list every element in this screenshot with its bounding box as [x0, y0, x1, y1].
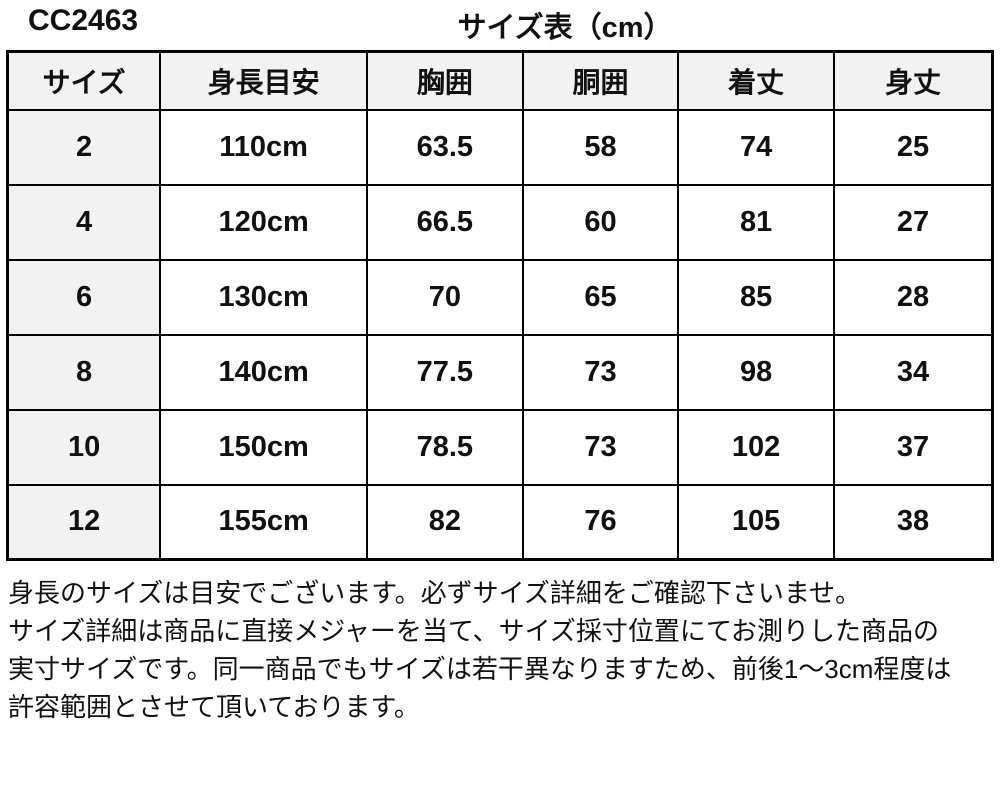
table-cell: 60	[521, 183, 680, 261]
note-line: 実寸サイズです。同一商品でもサイズは若干異なりますため、前後1〜3cm程度は	[8, 654, 952, 684]
column-header-waist: 胴囲	[521, 50, 680, 111]
size-cell: 4	[6, 183, 162, 261]
note-line: 身長のサイズは目安でございます。必ずサイズ詳細をご確認下さいませ。	[8, 578, 862, 608]
column-header-body-length: 身丈	[832, 50, 994, 111]
size-cell: 12	[6, 483, 162, 561]
table-cell: 155cm	[159, 483, 369, 561]
column-header-size: サイズ	[6, 50, 162, 111]
table-cell: 58	[521, 108, 680, 186]
table-cell: 63.5	[366, 108, 524, 186]
table-cell: 150cm	[159, 408, 369, 486]
size-cell: 6	[6, 258, 162, 336]
size-table: サイズ 身長目安 胸囲 胴囲 着丈 身丈 2 110cm 63.5 58 74 …	[6, 50, 994, 561]
table-cell: 85	[677, 258, 835, 336]
table-cell: 65	[521, 258, 680, 336]
table-cell: 98	[677, 333, 835, 411]
table-cell: 34	[832, 333, 994, 411]
table-cell: 120cm	[159, 183, 369, 261]
table-cell: 27	[832, 183, 994, 261]
note-line: 許容範囲とさせて頂いております。	[8, 692, 420, 722]
table-header-row: サイズ 身長目安 胸囲 胴囲 着丈 身丈	[6, 50, 994, 111]
title-bar: CC2463 サイズ表（cm）	[0, 0, 1000, 50]
table-cell: 102	[677, 408, 835, 486]
table-cell: 78.5	[366, 408, 524, 486]
table-cell: 70	[366, 258, 524, 336]
table-cell: 110cm	[159, 108, 369, 186]
table-row: 12 155cm 82 76 105 38	[6, 483, 994, 561]
table-row: 2 110cm 63.5 58 74 25	[6, 108, 994, 186]
table-cell: 74	[677, 108, 835, 186]
product-code: CC2463	[28, 4, 139, 37]
table-cell: 25	[832, 108, 994, 186]
table-cell: 77.5	[366, 333, 524, 411]
table-row: 6 130cm 70 65 85 28	[6, 258, 994, 336]
table-row: 4 120cm 66.5 60 81 27	[6, 183, 994, 261]
size-cell: 8	[6, 333, 162, 411]
table-cell: 105	[677, 483, 835, 561]
table-row: 10 150cm 78.5 73 102 37	[6, 408, 994, 486]
size-cell: 2	[6, 108, 162, 186]
column-header-chest: 胸囲	[366, 50, 524, 111]
table-cell: 73	[521, 408, 680, 486]
table-cell: 37	[832, 408, 994, 486]
table-cell: 73	[521, 333, 680, 411]
table-cell: 81	[677, 183, 835, 261]
size-cell: 10	[6, 408, 162, 486]
table-cell: 28	[832, 258, 994, 336]
table-cell: 76	[521, 483, 680, 561]
note-line: サイズ詳細は商品に直接メジャーを当て、サイズ採寸位置にてお測りした商品の	[8, 616, 940, 646]
table-cell: 38	[832, 483, 994, 561]
column-header-height-guide: 身長目安	[159, 50, 369, 111]
table-cell: 82	[366, 483, 524, 561]
column-header-garment-length: 着丈	[677, 50, 835, 111]
page-title: サイズ表（cm）	[457, 12, 673, 44]
table-cell: 140cm	[159, 333, 369, 411]
table-cell: 130cm	[159, 258, 369, 336]
table-row: 8 140cm 77.5 73 98 34	[6, 333, 994, 411]
table-cell: 66.5	[366, 183, 524, 261]
size-notes: 身長のサイズは目安でございます。必ずサイズ詳細をご確認下さいませ。 サイズ詳細は…	[8, 574, 992, 726]
